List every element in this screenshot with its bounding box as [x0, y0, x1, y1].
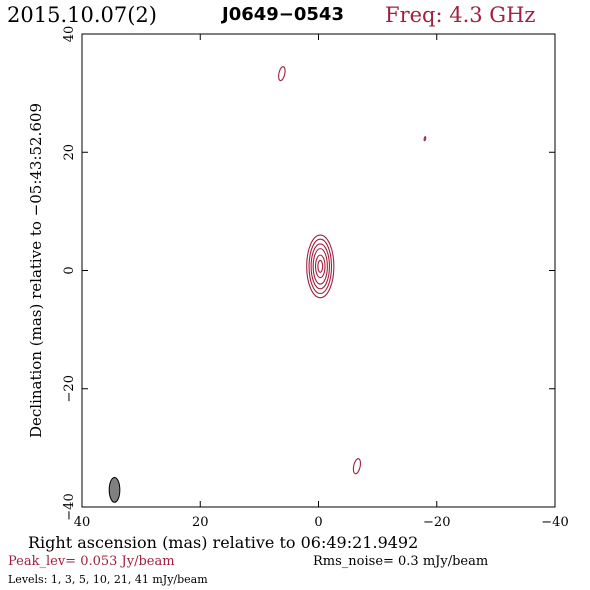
y-tick-label-0: 40 [62, 26, 77, 43]
x-axis-label: Right ascension (mas) relative to 06:49:… [28, 533, 419, 552]
peak-level: Peak_lev= 0.053 Jy/beam [8, 554, 175, 569]
y-tick-label-2: 0 [62, 266, 77, 274]
y-tick-label-1: 20 [62, 144, 77, 161]
x-tick-label-2: 0 [314, 515, 322, 530]
core-contour-0 [306, 234, 335, 299]
y-tick-label-4: −40 [62, 493, 77, 520]
frequency-label: Freq: 4.3 GHz [385, 3, 536, 27]
beam-ellipse [108, 476, 121, 503]
island-contour-1 [352, 458, 362, 475]
core-contour-3 [312, 248, 328, 285]
core-contour-2 [310, 243, 330, 290]
x-tick-label-0: 40 [74, 515, 91, 530]
island-contour-2 [423, 136, 427, 142]
contour-levels: Levels: 1, 3, 5, 10, 21, 41 mJy/beam [8, 573, 208, 586]
core-contour-4 [314, 254, 326, 279]
contour-group [108, 66, 427, 503]
y-axis-label: Declination (mas) relative to −05:43:52.… [27, 103, 45, 438]
core-contour-1 [308, 238, 333, 295]
rms-noise: Rms_noise= 0.3 mJy/beam [313, 554, 489, 569]
x-tick-label-1: 20 [192, 515, 209, 530]
observation-date: 2015.10.07(2) [7, 3, 157, 27]
source-name: J0649−0543 [222, 4, 344, 25]
x-tick-label-4: −40 [541, 515, 568, 530]
y-tick-label-3: −20 [62, 375, 77, 402]
x-tick-label-3: −20 [423, 515, 450, 530]
core-contour-5 [317, 259, 324, 273]
island-contour-0 [278, 66, 286, 82]
